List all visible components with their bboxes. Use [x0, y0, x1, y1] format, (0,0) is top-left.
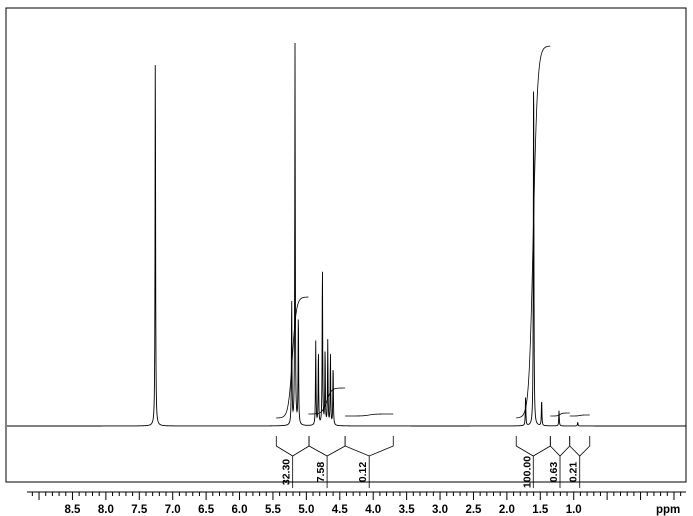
integral-value-label: 32.30: [281, 459, 293, 485]
x-tick-label: 1.0: [566, 504, 582, 516]
integral-bracket: [275, 436, 310, 457]
integral-value-label: 0.12: [357, 462, 369, 483]
integral-value-label: 0.63: [548, 462, 560, 483]
x-axis-unit-label: ppm: [656, 504, 680, 516]
integral-regions: 32.30 7.58 0.12 100.00 0.63 0.21: [275, 436, 591, 488]
integral-bracket: [344, 436, 394, 457]
x-tick-label: 7.0: [165, 504, 181, 516]
x-tick-label: 5.0: [298, 504, 314, 516]
spectrum-trace: [7, 42, 686, 427]
x-tick-label: 5.5: [265, 504, 282, 516]
x-tick-label: 3.5: [399, 504, 416, 516]
integral-curve: [550, 412, 570, 417]
x-tick-label: 2.0: [499, 504, 515, 516]
x-axis-ticks: 8.5 8.0 7.5 7.0 6.5 6.0 5.5 5.0 4.5 4.0 3.5 3.0 2.5 2…: [31, 492, 682, 516]
plot-frame: [5, 7, 687, 483]
integral-curves: [276, 45, 590, 419]
x-tick-label: 7.5: [131, 504, 148, 516]
integral-value-label: 0.21: [568, 462, 580, 483]
integral-bracket: [308, 436, 346, 457]
x-tick-label: 8.0: [98, 504, 114, 516]
integral-bracket: [515, 436, 551, 457]
integral-value-label: 100.00: [521, 456, 533, 488]
integral-bracket: [549, 436, 571, 457]
x-tick-label: 4.0: [365, 504, 381, 516]
x-tick-label: 6.0: [232, 504, 248, 516]
integral-bracket: [569, 436, 591, 457]
x-tick-label: 1.5: [532, 504, 549, 516]
x-tick-label: 6.5: [198, 504, 215, 516]
integral-curve: [569, 414, 590, 417]
x-tick-label: 2.5: [465, 504, 482, 516]
integral-curve: [345, 413, 394, 417]
x-tick-label: 8.5: [64, 504, 81, 516]
integral-value-label: 7.58: [315, 462, 327, 483]
x-tick-label: 4.5: [332, 504, 349, 516]
x-tick-label: 3.0: [432, 504, 448, 516]
